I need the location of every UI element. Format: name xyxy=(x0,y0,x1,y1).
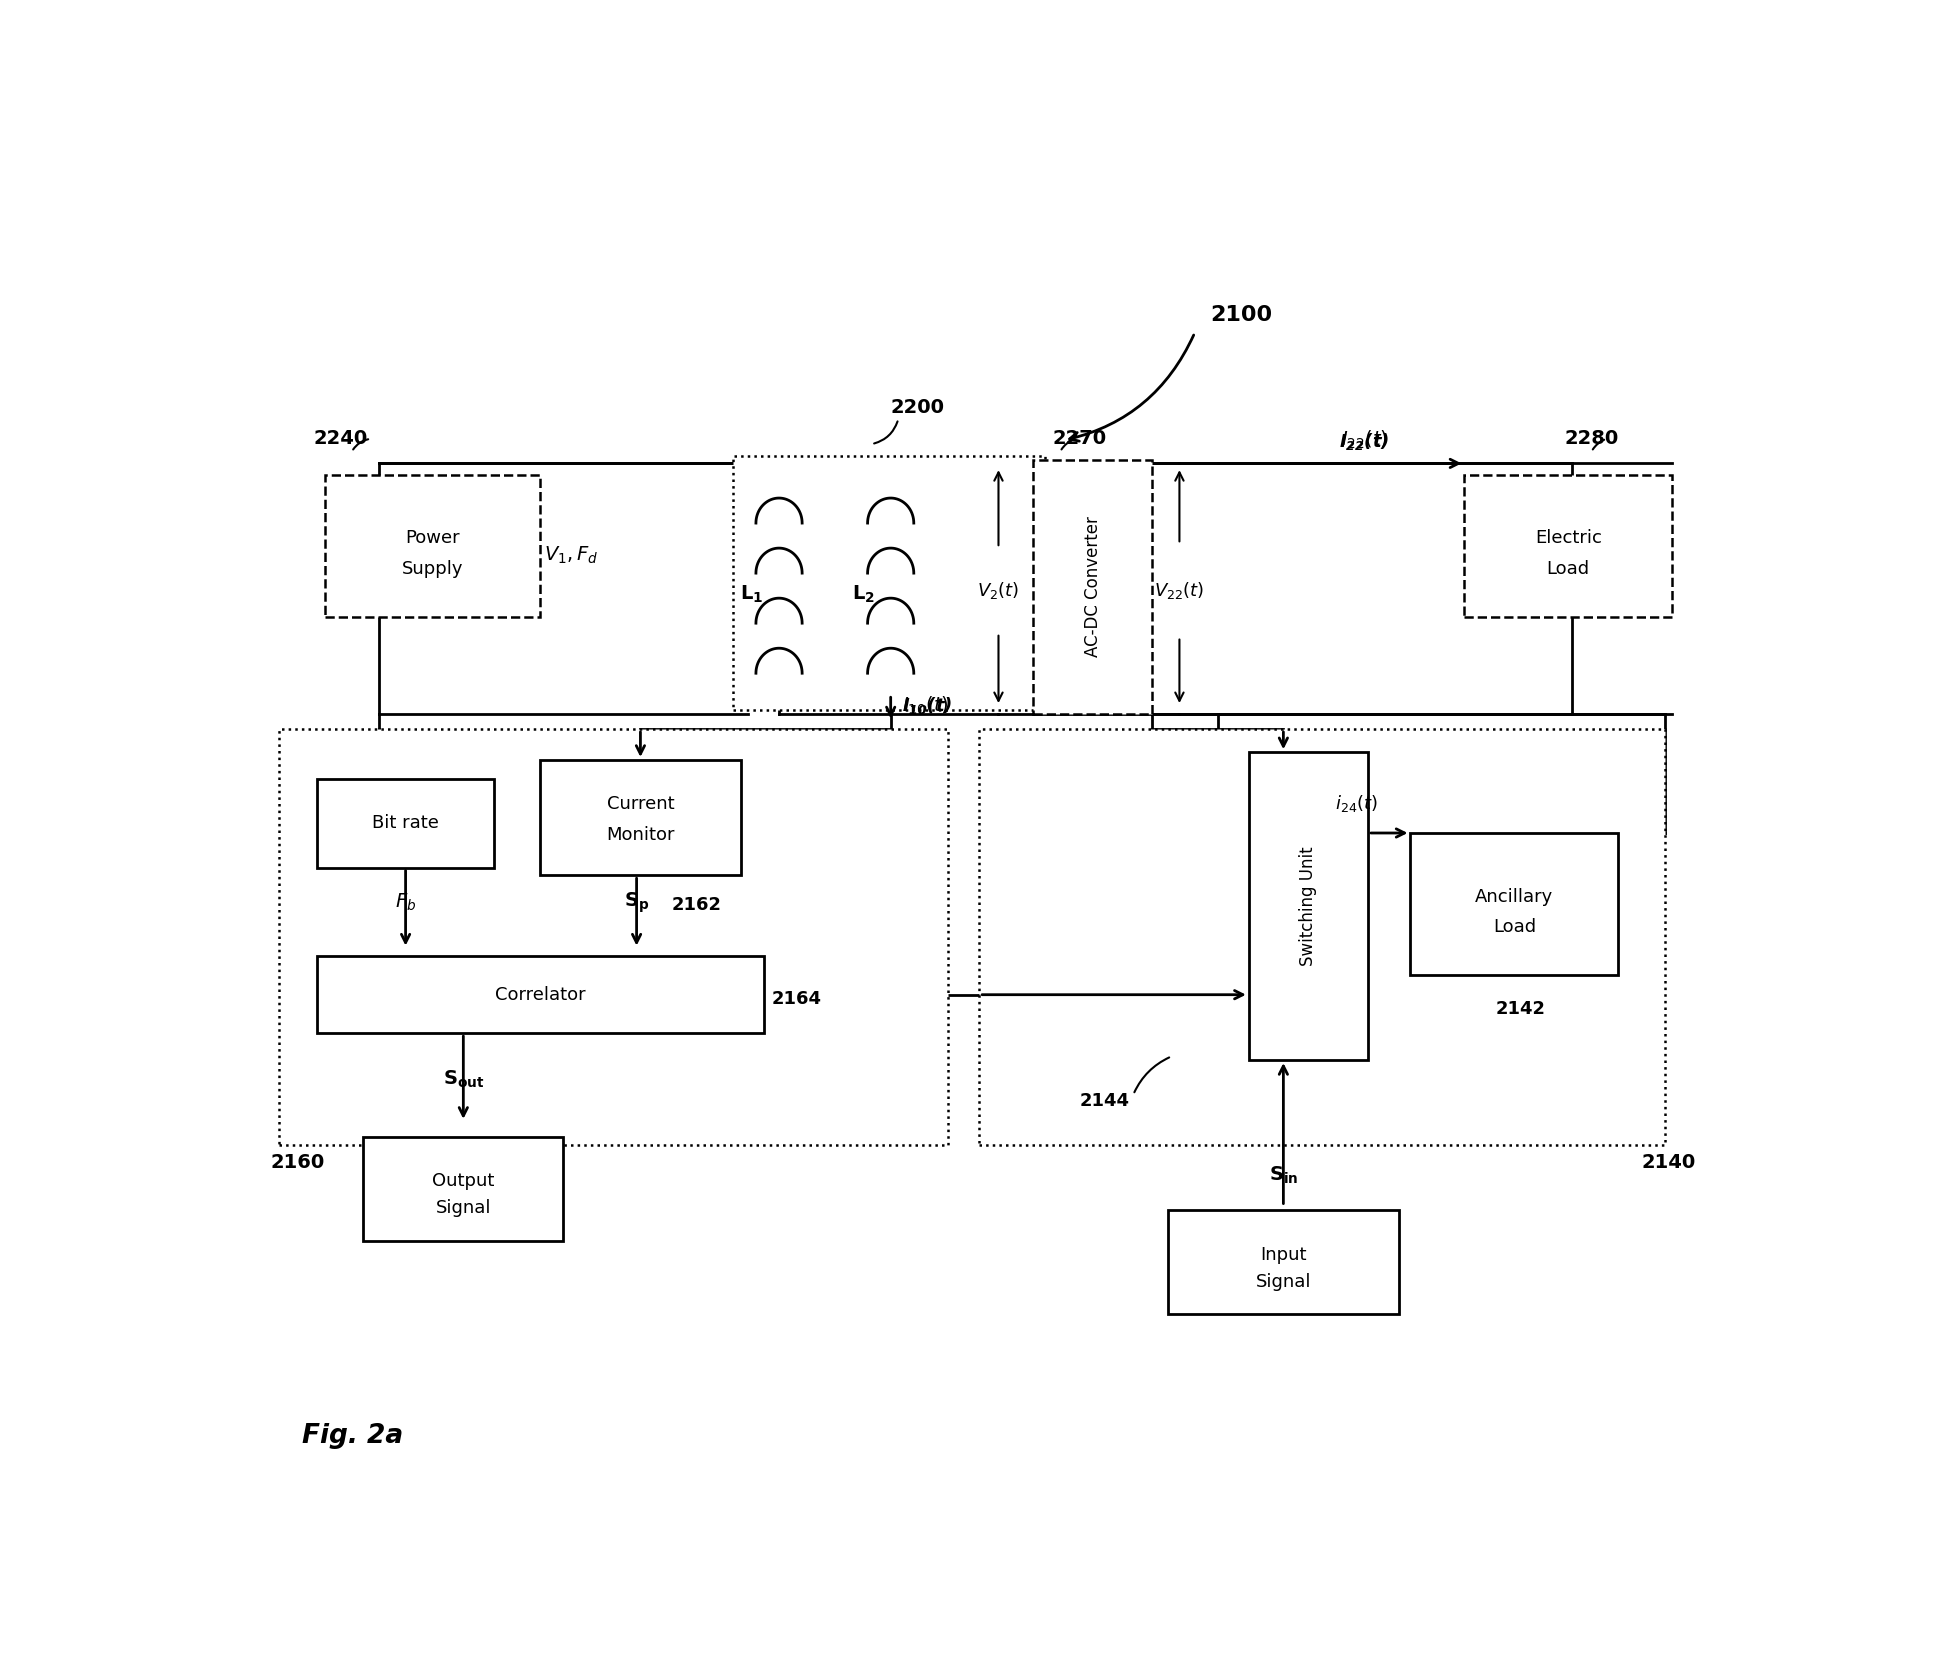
Text: Power: Power xyxy=(406,529,460,548)
Text: $i_{24}(t)$: $i_{24}(t)$ xyxy=(1335,793,1378,813)
Text: Monitor: Monitor xyxy=(606,825,674,843)
Text: 2142: 2142 xyxy=(1494,1000,1545,1018)
Text: Switching Unit: Switching Unit xyxy=(1300,847,1317,966)
Text: 2144: 2144 xyxy=(1078,1092,1129,1110)
Text: 2164: 2164 xyxy=(771,990,822,1008)
Text: 2200: 2200 xyxy=(890,398,944,417)
Text: $I_{22}(t)$: $I_{22}(t)$ xyxy=(1341,428,1387,450)
Text: 2160: 2160 xyxy=(270,1152,324,1173)
Bar xyxy=(278,729,948,1144)
Text: $V_1, F_d$: $V_1, F_d$ xyxy=(544,544,598,566)
Text: $\mathbf{L_2}$: $\mathbf{L_2}$ xyxy=(853,583,874,605)
Bar xyxy=(1168,1210,1399,1314)
Text: Signal: Signal xyxy=(435,1200,492,1218)
Text: Output: Output xyxy=(431,1173,495,1191)
Bar xyxy=(733,455,1045,709)
Bar xyxy=(317,956,764,1033)
Bar xyxy=(324,475,540,617)
Text: Bit rate: Bit rate xyxy=(373,815,439,832)
Text: AC-DC Converter: AC-DC Converter xyxy=(1084,516,1102,657)
Text: $\mathbf{S_{out}}$: $\mathbf{S_{out}}$ xyxy=(443,1068,484,1090)
Text: Supply: Supply xyxy=(402,559,462,578)
Text: Correlator: Correlator xyxy=(495,986,585,1003)
Bar xyxy=(1465,475,1673,617)
Text: $\mathbf{L_1}$: $\mathbf{L_1}$ xyxy=(740,583,764,605)
Bar xyxy=(1249,753,1368,1060)
Text: Load: Load xyxy=(1547,559,1589,578)
Text: Input: Input xyxy=(1261,1245,1306,1263)
Text: $\bfit{I}_{22}(t)$: $\bfit{I}_{22}(t)$ xyxy=(1339,430,1389,452)
Text: 2140: 2140 xyxy=(1642,1152,1696,1173)
Text: $V_2(t)$: $V_2(t)$ xyxy=(977,580,1020,601)
Text: $\mathbf{S_{in}}$: $\mathbf{S_{in}}$ xyxy=(1269,1164,1298,1186)
Bar xyxy=(317,780,494,867)
Text: $\mathbf{S_p}$: $\mathbf{S_p}$ xyxy=(624,890,649,914)
Text: 2270: 2270 xyxy=(1053,428,1106,449)
Text: Signal: Signal xyxy=(1255,1272,1312,1290)
Bar xyxy=(540,759,740,875)
Text: 2280: 2280 xyxy=(1564,428,1619,449)
Text: $F_b$: $F_b$ xyxy=(394,892,416,912)
Text: Electric: Electric xyxy=(1535,529,1601,548)
Text: 2162: 2162 xyxy=(670,895,721,914)
Text: $V_{22}(t)$: $V_{22}(t)$ xyxy=(1154,580,1205,601)
Bar xyxy=(363,1137,563,1242)
Bar xyxy=(1034,460,1152,714)
Text: $I_{10}(t)$: $I_{10}(t)$ xyxy=(902,696,948,717)
Text: $\bfit{I}_{10}(t)$: $\bfit{I}_{10}(t)$ xyxy=(902,696,952,716)
Text: Load: Load xyxy=(1492,919,1537,936)
Text: Ancillary: Ancillary xyxy=(1475,887,1554,906)
Bar xyxy=(1411,833,1619,976)
Text: 2100: 2100 xyxy=(1210,304,1273,324)
Text: 2240: 2240 xyxy=(313,428,367,449)
Bar xyxy=(979,729,1665,1144)
Text: Fig. 2a: Fig. 2a xyxy=(301,1423,402,1448)
Text: Current: Current xyxy=(606,795,674,813)
